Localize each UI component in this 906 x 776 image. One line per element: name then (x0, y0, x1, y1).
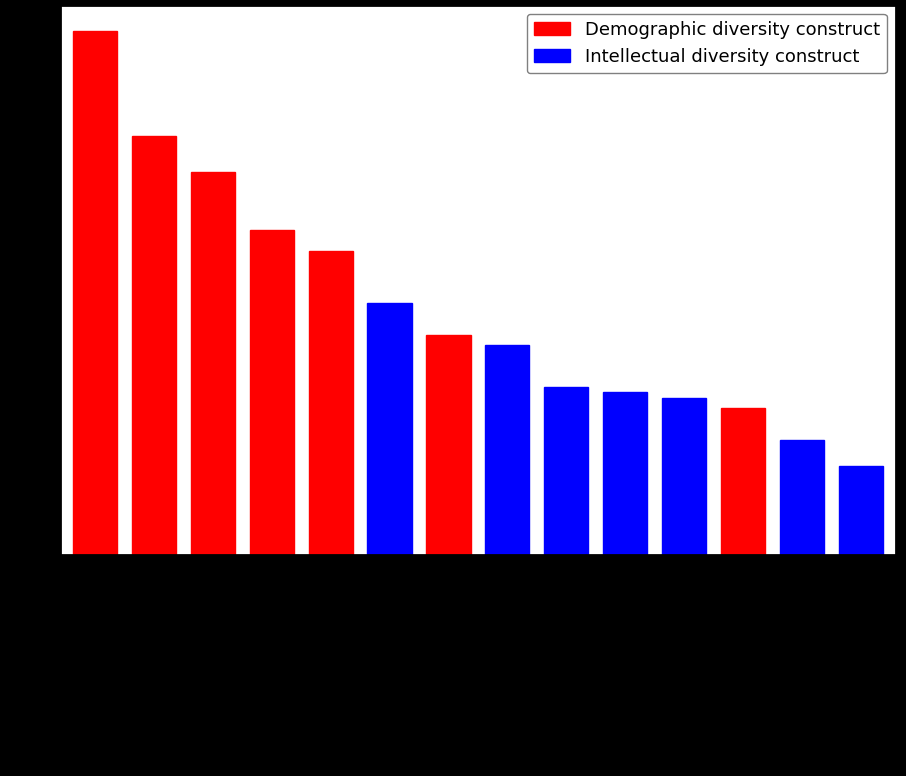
Bar (486, 345, 529, 555)
Bar (309, 251, 352, 555)
Bar (780, 439, 824, 555)
Bar (427, 334, 470, 555)
Bar (721, 408, 765, 555)
Legend: Demographic diversity construct, Intellectual diversity construct: Demographic diversity construct, Intelle… (527, 14, 887, 73)
Bar (662, 397, 706, 555)
Bar (839, 466, 882, 555)
Bar (545, 387, 588, 555)
Bar (368, 303, 411, 555)
Bar (73, 31, 117, 555)
Bar (250, 230, 294, 555)
Bar (191, 172, 235, 555)
Bar (132, 136, 176, 555)
Bar (603, 393, 647, 555)
